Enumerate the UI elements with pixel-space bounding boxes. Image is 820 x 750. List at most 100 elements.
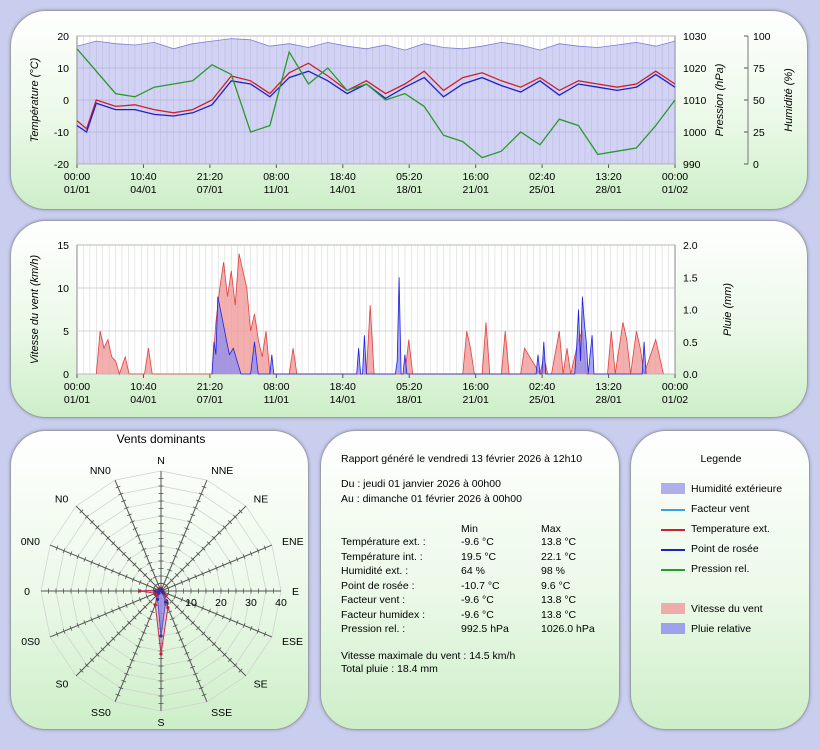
rose-spoke-tick [97, 614, 100, 620]
rose-spoke-tick [233, 663, 238, 668]
rose-spoke-tick [187, 577, 191, 582]
legend-swatch [661, 529, 685, 531]
rose-data-point [153, 603, 157, 607]
y-tick-temperature: -10 [54, 127, 69, 139]
rose-spoke-tick [217, 647, 222, 652]
rose-radial-tick: 20 [215, 597, 227, 609]
x-tick-date: 18/01 [396, 184, 422, 196]
rose-spoke-tick [145, 594, 149, 600]
rose-spoke-tick [104, 611, 107, 617]
report-row-min: -10.7 °C [461, 579, 500, 592]
rose-spoke-tick [195, 679, 201, 683]
rose-spoke-tick [190, 557, 195, 562]
rose-spoke-tick [144, 555, 150, 558]
report-row-label: Température int. : [341, 550, 423, 563]
rose-direction-label: N0 [55, 493, 69, 505]
x-tick-time: 00:00 [64, 171, 90, 183]
rose-spoke-tick [172, 555, 178, 558]
rose-data-point [153, 589, 157, 593]
rose-spoke-tick [178, 541, 184, 544]
y-tick-rain: 1.5 [683, 272, 698, 284]
rose-spoke-tick [201, 693, 207, 697]
rose-spoke-tick [215, 565, 218, 571]
rose-spoke-tick [227, 520, 232, 525]
rose-spoke-tick [100, 530, 105, 535]
rose-spoke-tick [137, 567, 142, 572]
rose-spoke-tick [201, 546, 206, 551]
report-col-min: Min [461, 523, 478, 535]
rose-spoke-tick [90, 520, 95, 525]
rose-spoke-tick [242, 622, 246, 628]
rose-spoke-tick [69, 625, 73, 631]
report-row-max: 98 % [541, 565, 565, 577]
rose-spoke-tick [118, 492, 124, 496]
rose-spoke-tick [55, 545, 59, 551]
rose-spoke-tick [121, 551, 126, 556]
rose-spoke-tick [111, 608, 114, 614]
rose-spoke-tick [190, 513, 196, 517]
x-tick-date: 25/01 [529, 394, 555, 406]
rose-spoke-tick [206, 541, 211, 546]
rose-spoke-tick [90, 559, 94, 565]
rose-spoke-tick [201, 571, 204, 577]
legend-swatch [661, 569, 685, 571]
x-tick-date: 11/01 [264, 394, 290, 406]
x-tick-time: 21:20 [197, 171, 223, 183]
rose-direction-label: S0 [56, 679, 69, 691]
y-tick-wind: 10 [57, 283, 69, 295]
legend-swatch [661, 549, 685, 551]
rose-spoke-tick [138, 638, 144, 641]
y-tick-rain: 1.0 [683, 305, 698, 317]
report-row-label: Facteur humidex : [341, 608, 426, 621]
rose-spoke-tick [228, 559, 232, 565]
rose-spoke-tick [79, 668, 84, 673]
rose-spoke-tick [249, 551, 253, 557]
rose-spoke-tick [167, 610, 173, 614]
rose-direction-label: SS0 [91, 707, 111, 719]
rose-spoke-tick [187, 600, 191, 605]
x-tick-date: 01/02 [662, 184, 688, 196]
rose-spoke-tick [172, 624, 178, 627]
rose-spoke-tick [173, 582, 177, 588]
rose-spoke-tick [222, 525, 227, 530]
rose-spoke-tick [105, 641, 111, 647]
report-row-max: 22.1 °C [541, 550, 577, 563]
wind-rose-panel: Vents dominants N NNE NE ENE E ESE SE SSE S SS0 S0 0… [10, 430, 309, 730]
y-tick-temperature: 20 [57, 31, 69, 43]
y-axis-label-wind: Vitesse du vent (km/h) [29, 255, 41, 365]
rose-spoke-tick [222, 614, 225, 620]
y-tick-pressure: 990 [683, 159, 701, 171]
report-generated: Rapport généré le vendredi 13 février 20… [341, 453, 583, 465]
legend-label: Facteur vent [691, 503, 750, 515]
rose-data-point [138, 589, 142, 593]
rose-direction-label: NNE [211, 465, 233, 477]
legend-label: Temperature ext. [691, 523, 770, 535]
rose-spoke-tick [170, 561, 175, 565]
rose-spoke-tick [211, 535, 217, 541]
x-tick-time: 18:40 [330, 171, 356, 183]
rose-direction-label: 0S0 [21, 636, 40, 648]
report-row-min: -9.6 °C [461, 594, 494, 606]
rose-spoke-tick [192, 672, 198, 676]
rose-spoke-tick [135, 645, 141, 648]
rose-spoke-tick [95, 652, 100, 657]
report-to: Au : dimanche 01 février 2026 à 00h00 [341, 493, 522, 505]
rose-spoke-tick [126, 513, 132, 517]
rose-spoke-tick [90, 617, 94, 623]
x-tick-date: 21/01 [463, 394, 489, 406]
x-tick-time: 02:40 [529, 171, 555, 183]
y-tick-wind: 0 [63, 369, 69, 381]
y-axis-label-rain: Pluie (mm) [722, 283, 734, 337]
rose-spoke-tick [263, 545, 267, 551]
legend-swatch [661, 483, 685, 494]
report-panel: Rapport généré le vendredi 13 février 20… [320, 430, 620, 730]
y-axis-label-pressure: Pression (hPa) [714, 63, 726, 136]
report-row-label: Pression rel. : [341, 623, 406, 635]
rose-spoke-tick [187, 658, 193, 662]
report-from: Du : jeudi 01 janvier 2026 à 00h00 [341, 478, 501, 490]
y-tick-pressure: 1000 [683, 127, 707, 139]
rose-spoke-tick [185, 615, 190, 620]
series-wind-area [96, 253, 664, 374]
rose-spoke-tick [167, 568, 173, 572]
report-row-min: -9.6 °C [461, 536, 494, 548]
